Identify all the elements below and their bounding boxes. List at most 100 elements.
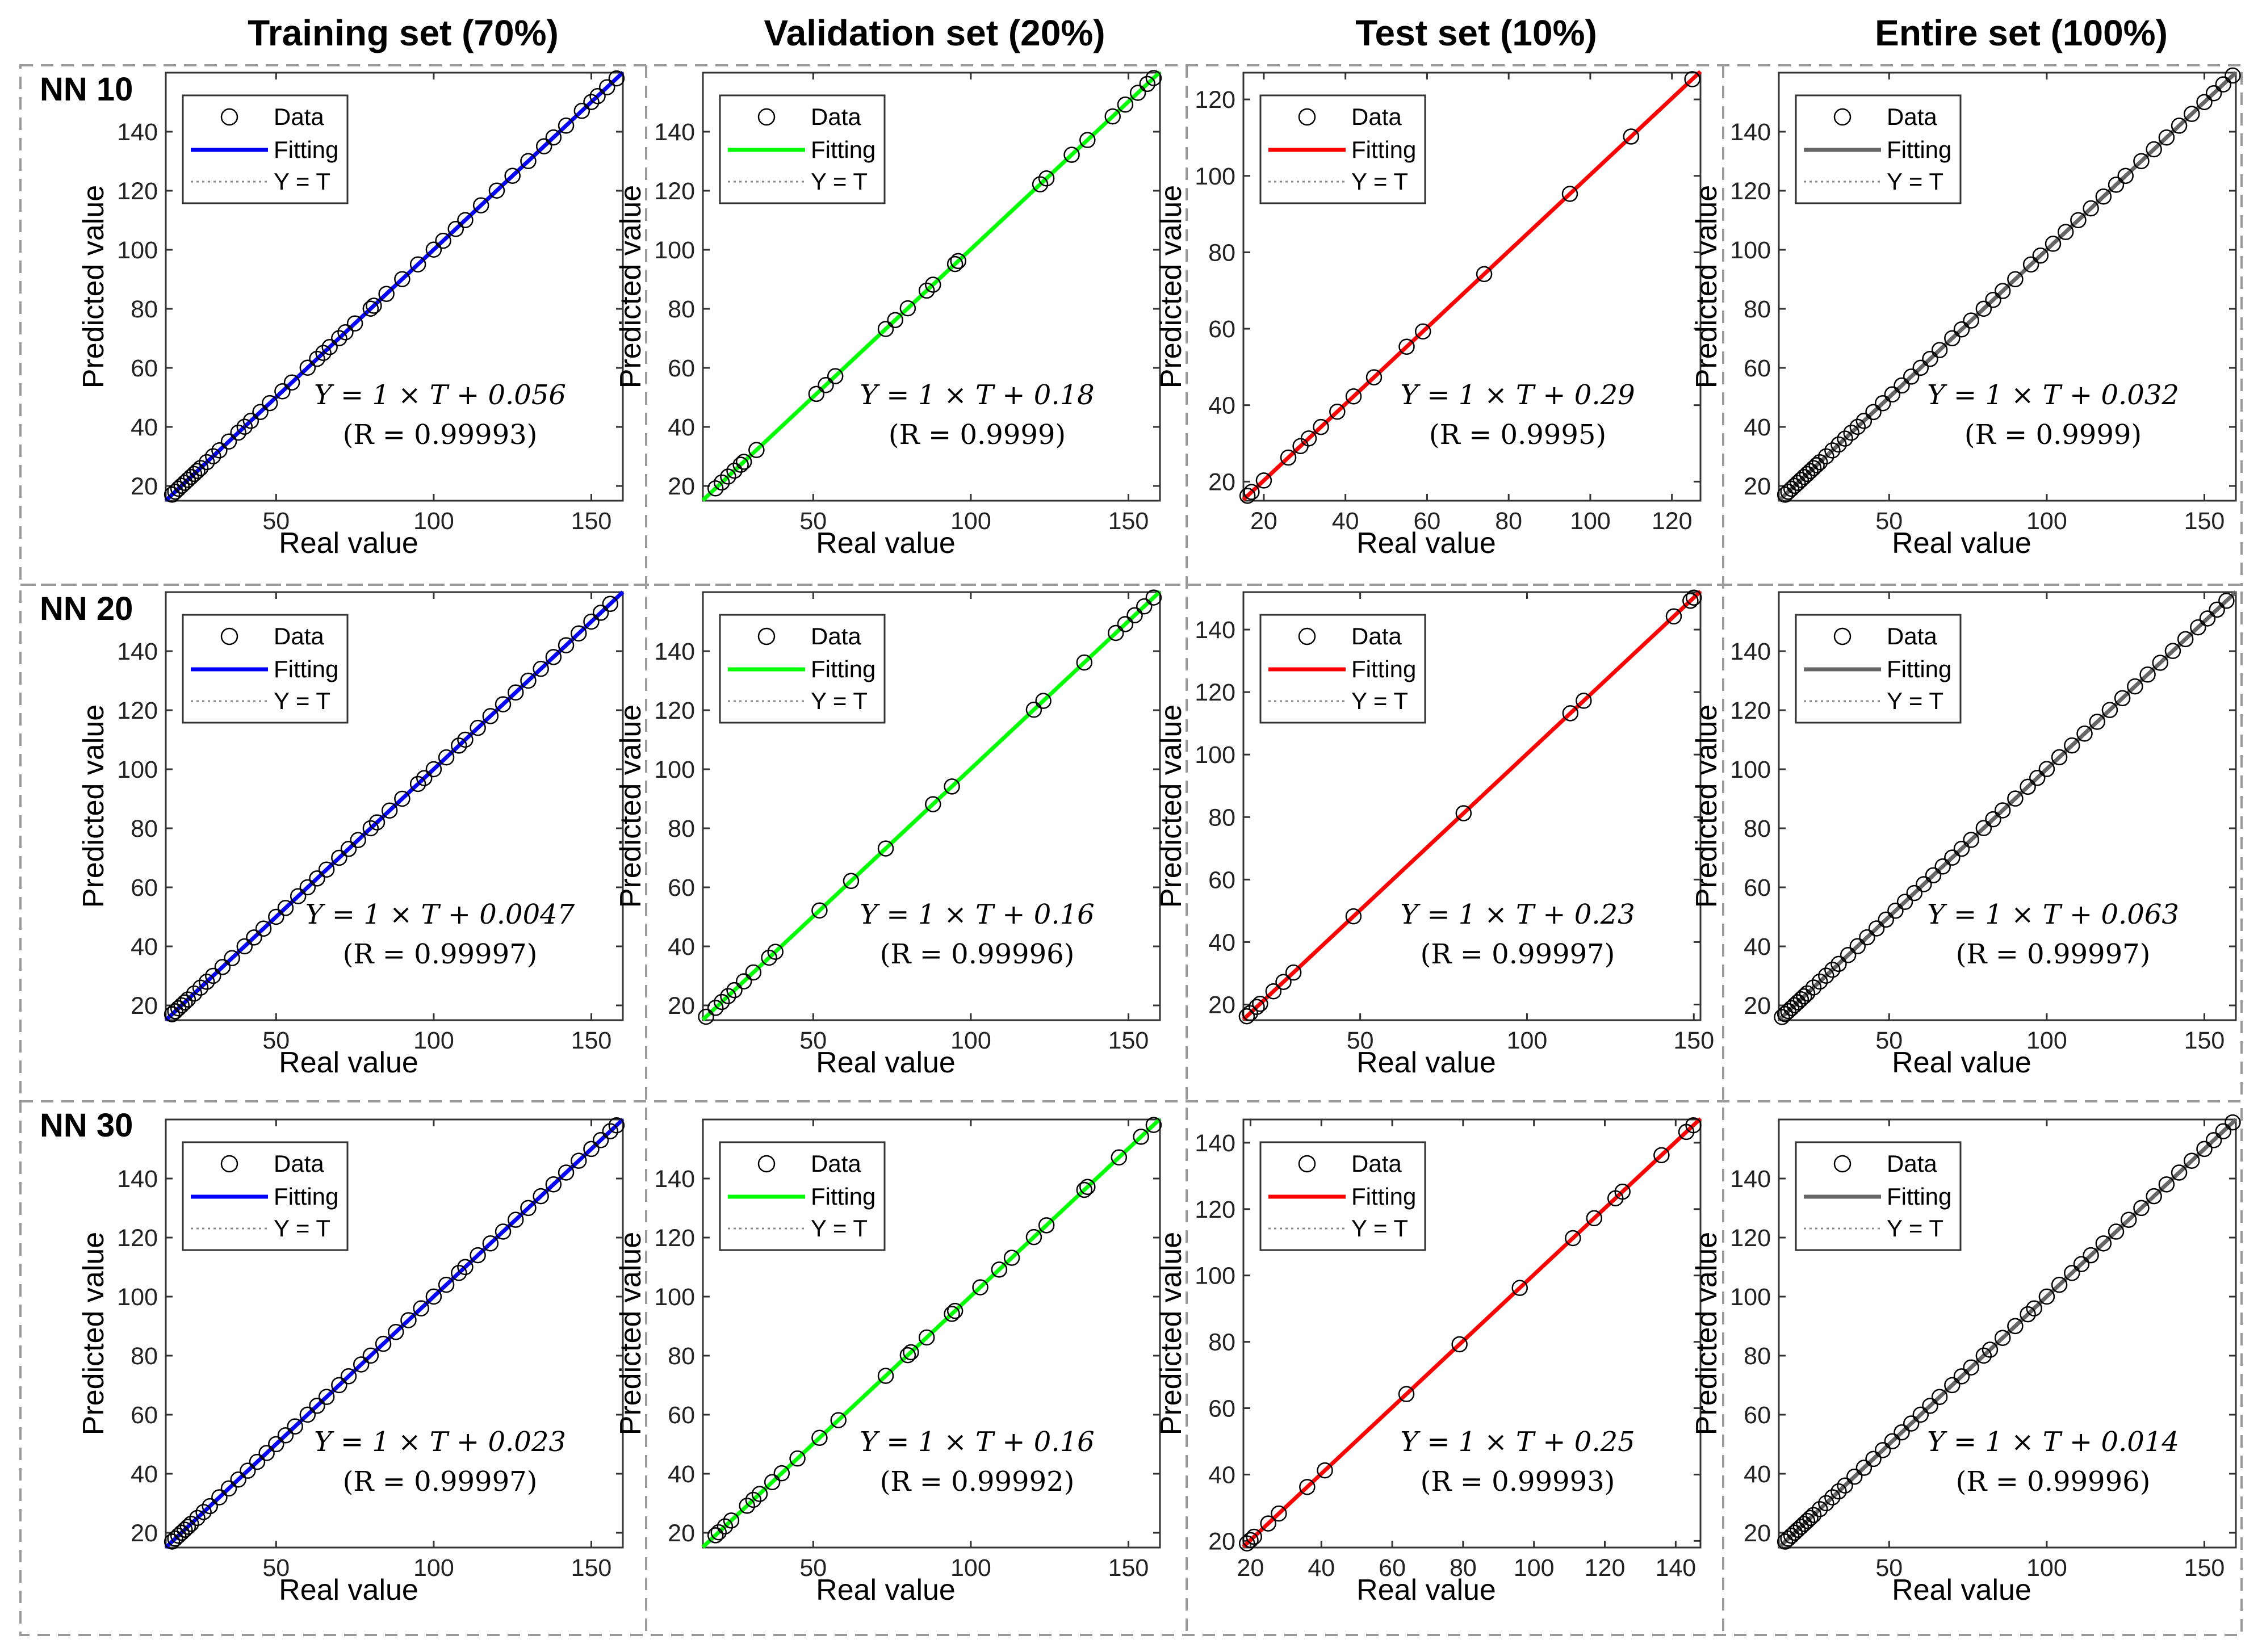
data-point <box>2022 256 2039 273</box>
scatter-panel: 50 100 150 20 40 60 80 100 120 140 Real value Predi… <box>1690 1114 2241 1607</box>
y-tick-label: 100 <box>654 756 695 783</box>
data-point <box>830 1412 847 1428</box>
fit-equation: Y = 1 × T + 0.23 <box>1400 899 1635 930</box>
data-point <box>416 770 433 786</box>
y-tick-label: 20 <box>131 473 158 500</box>
data-point <box>2076 726 2093 742</box>
y-axis-label: Predicted value <box>1155 705 1188 908</box>
data-point <box>1925 867 1942 884</box>
y-tick-label: 40 <box>131 1461 158 1488</box>
data-point <box>318 1389 335 1405</box>
x-axis-label: Real value <box>816 527 956 560</box>
data-point <box>1038 1217 1055 1234</box>
x-axis-label: Real value <box>816 1046 956 1079</box>
y-tick-label: 80 <box>1208 1329 1235 1356</box>
legend-label-identity: Y = T <box>811 168 868 195</box>
data-point <box>413 1300 429 1316</box>
data-point <box>331 849 347 866</box>
data-point <box>425 1288 442 1305</box>
x-axis-label: Real value <box>279 527 418 560</box>
data-point <box>1855 413 1873 429</box>
legend-marker-data <box>1833 627 1852 645</box>
data-point <box>1953 840 1970 857</box>
data-point <box>1774 1009 1790 1025</box>
row-label: NN 30 <box>40 1107 133 1144</box>
data-point <box>592 1132 609 1148</box>
data-point <box>1903 1415 1920 1432</box>
x-tick-label: 60 <box>1414 508 1441 535</box>
x-axis-label: Real value <box>1892 1046 2031 1079</box>
r-value: (R = 0.99993) <box>1421 1466 1615 1498</box>
data-point <box>2089 714 2105 730</box>
data-point <box>1963 312 1979 329</box>
data-point <box>1117 616 1134 632</box>
data-point <box>1511 1280 1528 1296</box>
data-point <box>457 212 474 228</box>
legend-label-fit: Fitting <box>274 1183 338 1210</box>
data-point <box>1975 300 1992 317</box>
data-point <box>1805 460 1822 476</box>
x-tick-label: 120 <box>1585 1554 1626 1582</box>
data-point <box>520 672 537 689</box>
data-point <box>435 232 451 249</box>
legend-label-data: Data <box>274 623 324 649</box>
data-point <box>1139 76 1156 93</box>
data-point <box>533 660 549 677</box>
y-tick-label: 80 <box>1744 296 1771 323</box>
data-point <box>177 994 193 1011</box>
data-point <box>773 1465 790 1482</box>
x-tick-label: 150 <box>2184 508 2225 535</box>
data-point <box>287 1418 303 1435</box>
data-point <box>366 297 382 314</box>
data-point <box>1076 1181 1093 1198</box>
r-value: (R = 0.99997) <box>1421 938 1615 970</box>
data-point <box>1824 1489 1841 1506</box>
data-point <box>558 637 575 653</box>
x-tick-label: 150 <box>1673 1027 1714 1054</box>
data-point <box>1682 592 1699 609</box>
data-point <box>808 385 825 402</box>
r-value: (R = 0.99997) <box>343 938 538 970</box>
x-tick-label: 150 <box>1108 1027 1149 1054</box>
y-tick-label: 120 <box>654 1225 695 1252</box>
data-point <box>249 1453 266 1470</box>
scatter-panel: 50 100 150 20 40 60 80 100 120 140 Real value Predi… <box>1690 67 2241 560</box>
data-point <box>1790 1521 1806 1538</box>
y-tick-label: 100 <box>117 1284 158 1311</box>
data-point <box>818 377 834 393</box>
data-point <box>761 949 777 966</box>
data-point <box>608 70 625 87</box>
data-point <box>1830 1483 1847 1500</box>
fit-equation: Y = 1 × T + 0.056 <box>314 379 566 411</box>
y-tick-label: 20 <box>131 1520 158 1547</box>
data-point <box>1246 1528 1262 1545</box>
data-point <box>362 300 379 317</box>
data-point <box>707 480 724 497</box>
legend-marker-data <box>757 1155 776 1173</box>
legend-marker-data <box>757 108 776 126</box>
data-point <box>1025 1228 1042 1246</box>
legend-label-data: Data <box>811 1150 861 1177</box>
y-tick-label: 80 <box>668 1343 695 1370</box>
x-tick-label: 100 <box>413 508 454 535</box>
data-point <box>1238 1008 1255 1025</box>
y-tick-label: 20 <box>1208 468 1235 496</box>
data-point <box>394 790 410 807</box>
data-point <box>183 1516 199 1532</box>
data-point <box>717 1518 734 1535</box>
data-point <box>1076 654 1093 671</box>
legend-marker-data <box>1298 627 1316 645</box>
y-axis-label: Predicted value <box>1155 1232 1188 1435</box>
data-point <box>1811 973 1828 990</box>
x-tick-label: 100 <box>413 1554 454 1582</box>
y-tick-label: 140 <box>117 638 158 665</box>
data-point <box>1985 291 2001 308</box>
data-point <box>309 350 325 367</box>
fit-equation: Y = 1 × T + 0.0047 <box>305 899 575 930</box>
data-point <box>726 462 743 479</box>
data-point <box>1922 350 1938 367</box>
x-tick-label: 100 <box>1570 508 1611 535</box>
legend: Data Fitting Y = T <box>182 614 349 724</box>
data-point <box>368 814 386 831</box>
x-tick-label: 40 <box>1308 1554 1335 1582</box>
